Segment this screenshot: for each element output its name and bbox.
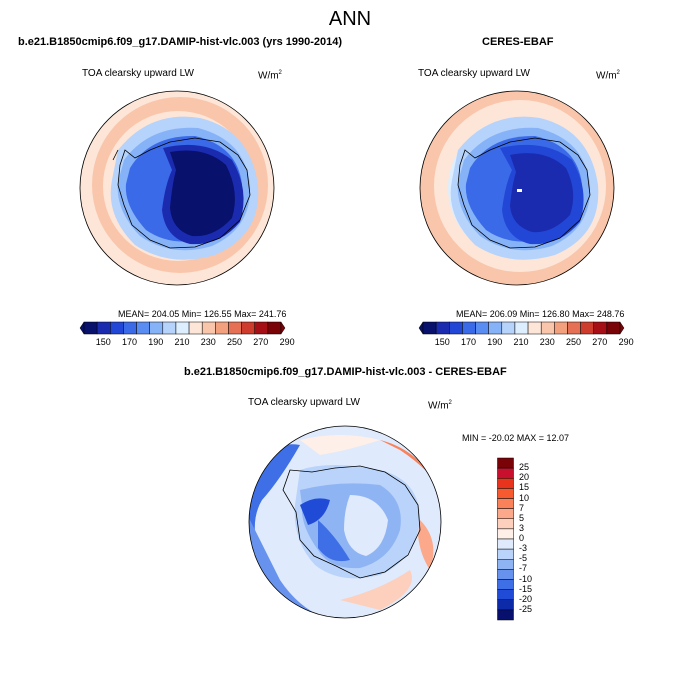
colorbar-tick-label: 150 [434, 337, 450, 347]
colorbar-swatch [497, 538, 514, 550]
panel1-stats: MEAN= 204.05 Min= 126.55 Max= 241.76 [118, 309, 287, 319]
colorbar-tick-label: 3 [519, 522, 525, 533]
panel3-variable: TOA clearsky upward LW [248, 397, 360, 408]
colorbar-swatch [497, 478, 514, 489]
colorbar-swatch [497, 508, 514, 519]
colorbar-tick-label: 10 [519, 492, 530, 503]
colorbar-tick-label: 150 [95, 337, 111, 347]
colorbar-tick-label: 230 [200, 337, 216, 347]
colorbar-tick-label: 250 [227, 337, 243, 347]
colorbar-swatch [497, 528, 514, 540]
panel1-variable: TOA clearsky upward LW [82, 68, 194, 79]
colorbar-swatch [497, 518, 514, 530]
colorbar-tick-label: 290 [618, 337, 634, 347]
colorbar-tick-label: 170 [121, 337, 137, 347]
colorbar-tick-label: 15 [519, 482, 530, 493]
panel2-units: W/m2 [596, 70, 620, 82]
colorbar-tick-label: 290 [279, 337, 295, 347]
colorbar-tick-label: 5 [519, 512, 525, 523]
panel2-variable: TOA clearsky upward LW [418, 68, 530, 79]
colorbar-tick-label: 0 [519, 533, 525, 543]
colorbar-swatch [497, 467, 514, 479]
colorbar-swatch [497, 559, 514, 570]
colorbar-swatch [497, 579, 514, 590]
colorbar-tick-label: 270 [592, 337, 608, 347]
panel3-colorbar [497, 457, 514, 621]
colorbar-end-high [619, 321, 625, 335]
colorbar-tick-label: 210 [513, 337, 529, 347]
panel1-title: b.e21.B1850cmip6.f09_g17.DAMIP-hist-vlc.… [18, 36, 343, 48]
colorbar-swatch [497, 498, 514, 509]
colorbar-swatch [497, 599, 514, 611]
colorbar-tick-label: 25 [519, 462, 530, 473]
colorbar-tick-label: 7 [519, 502, 525, 513]
colorbar-swatch [497, 548, 514, 560]
colorbar-tick-label: -20 [519, 593, 533, 604]
panel3-units: W/m2 [428, 400, 452, 412]
colorbar-tick-label: -3 [519, 543, 528, 554]
colorbar-tick-label: 190 [148, 337, 164, 347]
colorbar-tick-label: 170 [460, 337, 476, 347]
colorbar-tick-label: -25 [519, 603, 533, 614]
colorbar-tick-label: -5 [519, 553, 528, 564]
panel2-colorbar [418, 321, 625, 335]
colorbar-tick-label: 230 [539, 337, 555, 347]
colorbar-tick-label: -15 [519, 583, 533, 594]
figure-title: ANN [328, 8, 372, 30]
colorbar-tick-label: 250 [566, 337, 582, 347]
colorbar-tick-label: 270 [253, 337, 269, 347]
colorbar-swatch [497, 589, 514, 600]
colorbar-tick-label: 190 [487, 337, 503, 347]
colorbar-end-high [280, 321, 286, 335]
panel2-title: CERES-EBAF [482, 36, 554, 48]
colorbar-swatch [497, 488, 514, 499]
colorbar-swatch [497, 457, 514, 469]
colorbar-tick-label: 210 [174, 337, 190, 347]
colorbar-tick-label: 20 [519, 472, 530, 483]
panel3-title: b.e21.B1850cmip6.f09_g17.DAMIP-hist-vlc.… [184, 366, 507, 378]
colorbar-tick-label: -10 [519, 573, 533, 584]
colorbar-tick-label: -7 [519, 563, 528, 574]
panel2-stats: MEAN= 206.09 Min= 126.80 Max= 248.76 [456, 309, 625, 319]
colorbar-swatch [497, 569, 514, 580]
colorbar-swatch [497, 609, 514, 621]
panel3-stats: MIN = -20.02 MAX = 12.07 [462, 433, 570, 443]
panel1-units: W/m2 [258, 70, 282, 82]
panel1-colorbar [79, 321, 286, 335]
